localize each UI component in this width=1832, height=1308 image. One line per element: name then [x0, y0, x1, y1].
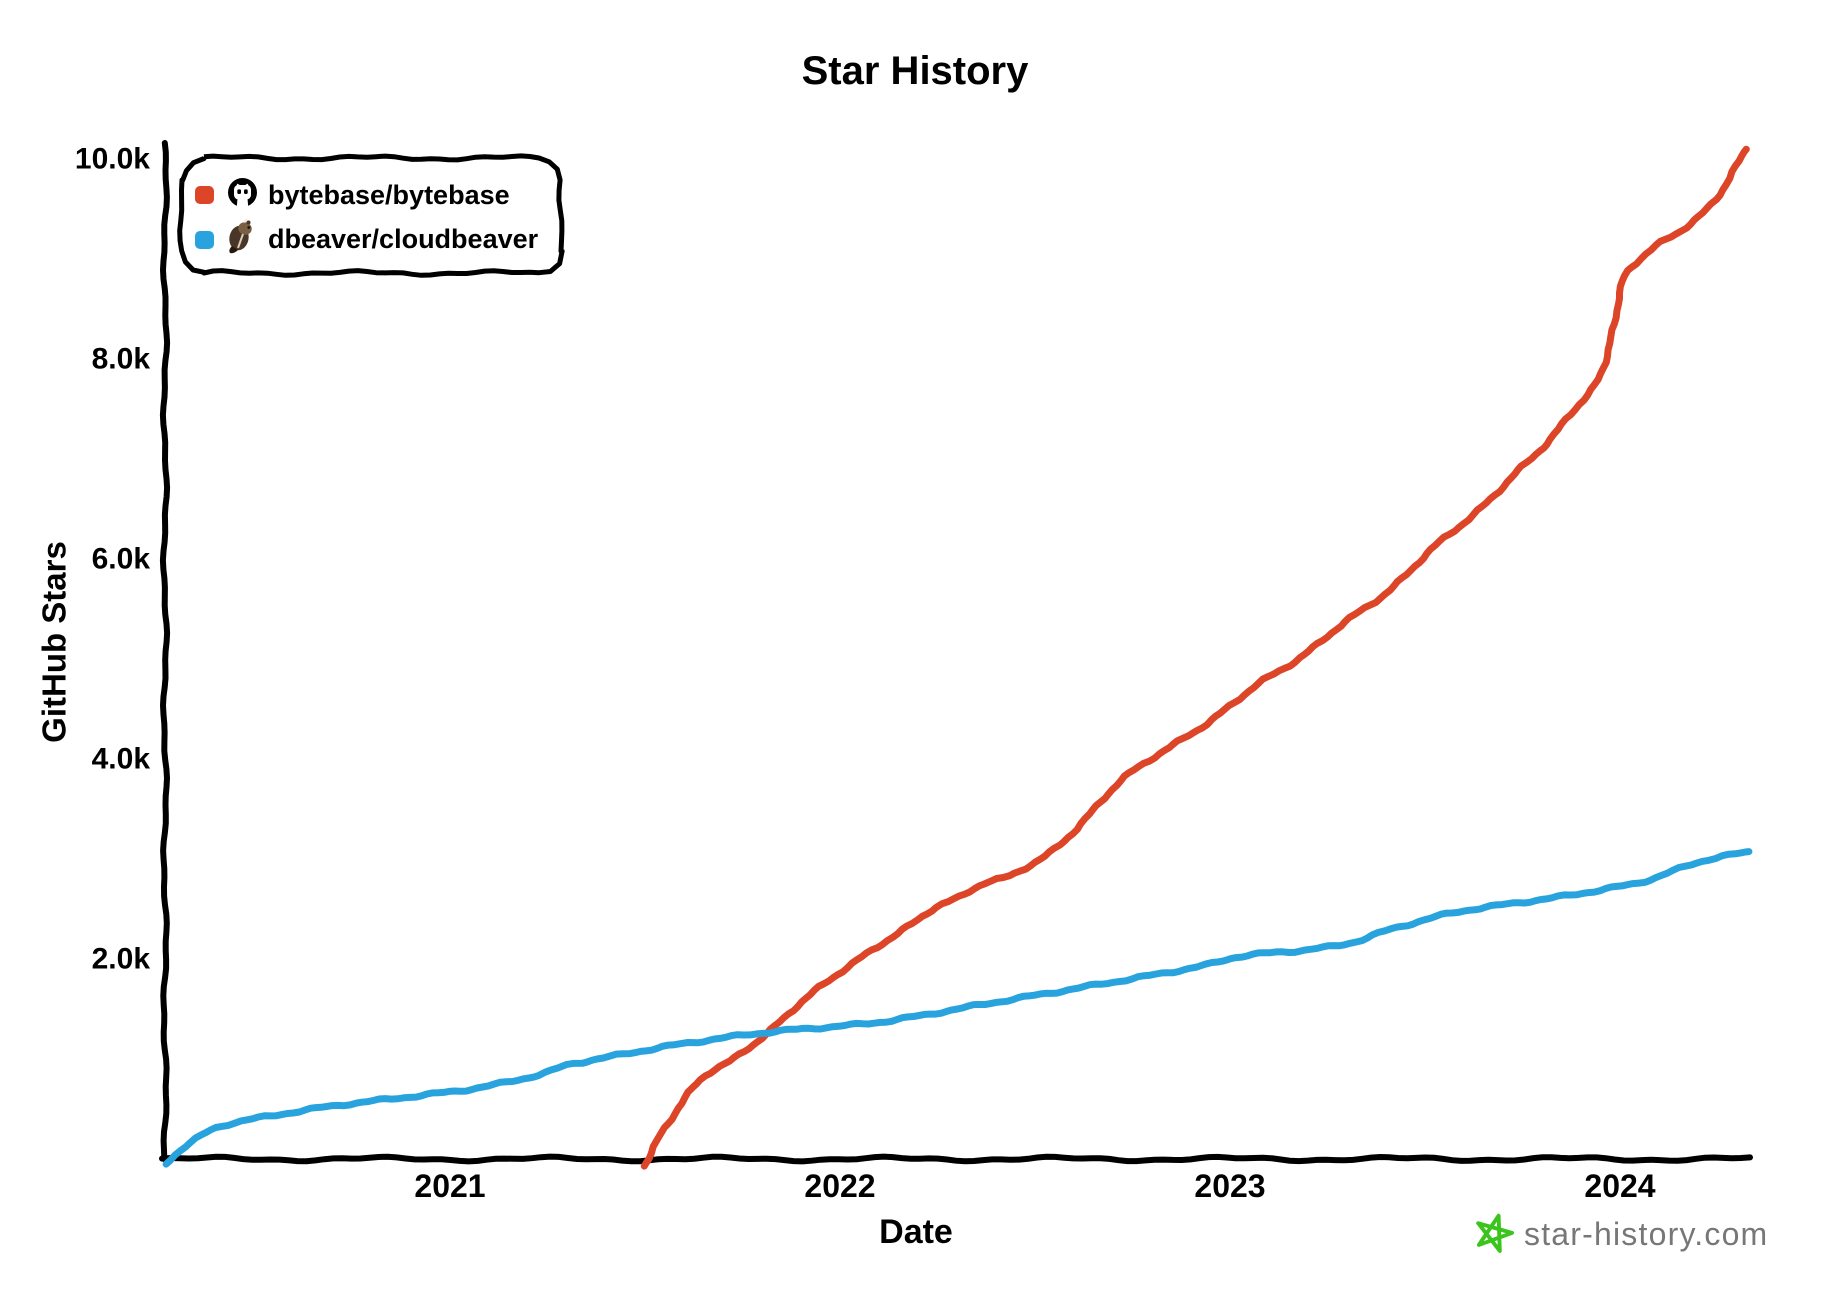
svg-text:2022: 2022 [804, 1168, 875, 1204]
svg-text:Star History: Star History [802, 49, 1029, 93]
svg-text:GitHub Stars: GitHub Stars [36, 541, 73, 743]
svg-text:bytebase/bytebase: bytebase/bytebase [268, 180, 510, 210]
svg-text:10.0k: 10.0k [75, 143, 150, 176]
svg-text:2021: 2021 [414, 1168, 485, 1204]
svg-text:2.0k: 2.0k [92, 943, 151, 976]
svg-text:star-history.com: star-history.com [1524, 1216, 1768, 1252]
svg-text:8.0k: 8.0k [92, 343, 151, 376]
svg-text:2024: 2024 [1584, 1168, 1655, 1204]
svg-text:4.0k: 4.0k [92, 743, 151, 776]
svg-text:dbeaver/cloudbeaver: dbeaver/cloudbeaver [268, 224, 539, 254]
svg-text:2023: 2023 [1194, 1168, 1265, 1204]
svg-text:Date: Date [879, 1213, 953, 1251]
svg-text:6.0k: 6.0k [92, 543, 151, 576]
